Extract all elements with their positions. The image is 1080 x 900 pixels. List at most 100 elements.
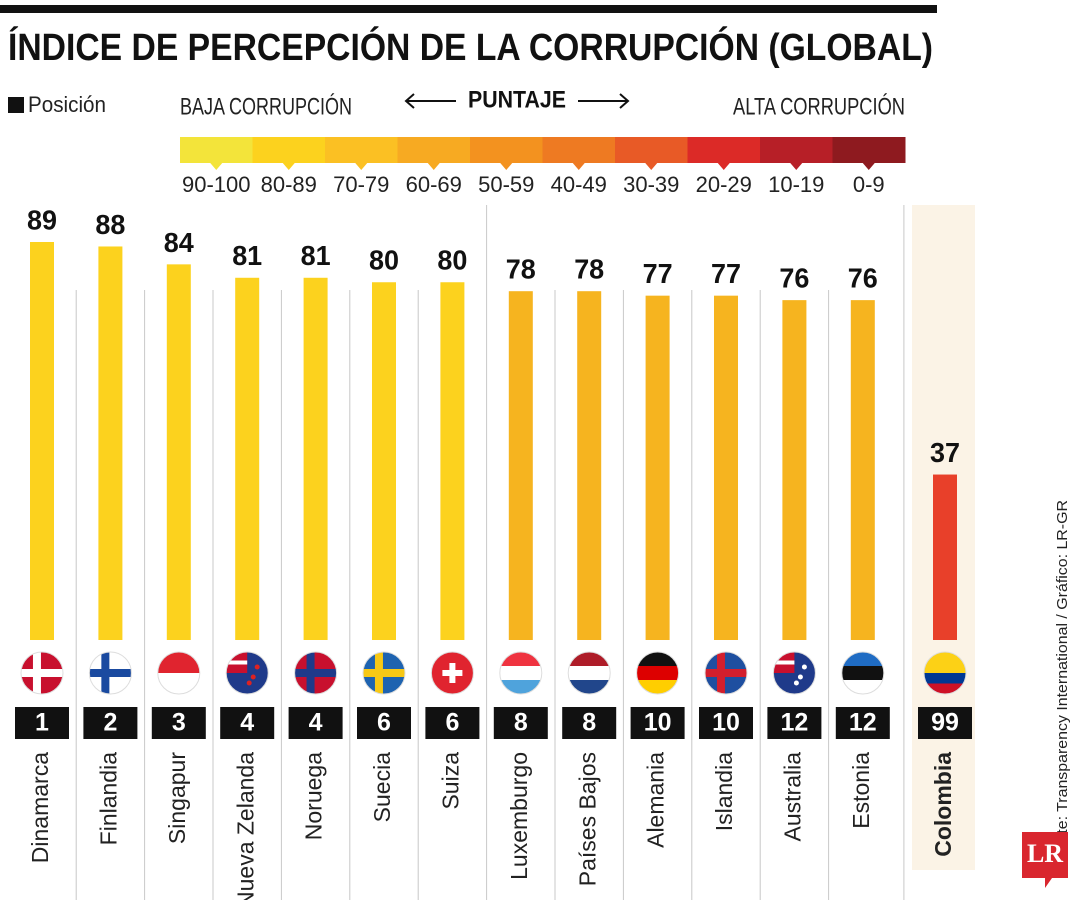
value-label: 78 xyxy=(574,254,604,285)
x-tick-label: Nueva Zelanda xyxy=(232,752,258,900)
scale-label: 10-19 xyxy=(768,172,824,197)
scale-label: 50-59 xyxy=(478,172,534,197)
scale-swatch xyxy=(470,137,543,163)
scale-label: 0-9 xyxy=(853,172,885,197)
flag-rim xyxy=(636,651,680,695)
flag xyxy=(924,652,966,694)
scale-label: 40-49 xyxy=(551,172,607,197)
low-label: BAJA CORRUPCIÓN xyxy=(180,93,352,120)
columns: 891Dinamarca882Finlandia843Singapur814Nu… xyxy=(15,204,972,900)
rank-label: 4 xyxy=(240,709,254,737)
flag-part xyxy=(924,683,966,694)
flag-part xyxy=(705,669,747,677)
bar xyxy=(166,264,191,640)
flag-part xyxy=(294,669,337,677)
scale-notch xyxy=(717,163,730,170)
flag-part xyxy=(499,652,542,667)
bar xyxy=(850,300,875,640)
rank-box xyxy=(562,707,617,739)
scale-notch xyxy=(790,163,803,170)
flag-part xyxy=(841,680,884,694)
value-label: 88 xyxy=(95,209,125,240)
x-tick-label: Países Bajos xyxy=(574,752,600,886)
flag-part xyxy=(246,680,252,686)
source: Fuente: Transparency International / Grá… xyxy=(1054,500,1071,870)
rank-box xyxy=(83,707,138,739)
flag-part xyxy=(568,666,611,681)
flag-rim xyxy=(499,651,543,695)
flag-part xyxy=(924,652,966,673)
value-label: 76 xyxy=(779,263,809,294)
rank-box xyxy=(918,707,972,739)
flag xyxy=(21,652,63,694)
scale-label: 90-100 xyxy=(182,172,251,197)
scale-notch xyxy=(500,163,513,170)
flag xyxy=(773,652,816,694)
scale-swatch xyxy=(180,137,253,163)
scale-label: 70-79 xyxy=(333,172,389,197)
bar xyxy=(372,282,396,640)
flag-rim xyxy=(704,651,748,695)
flag-part xyxy=(797,674,803,680)
flag xyxy=(499,652,542,694)
bar xyxy=(577,291,602,640)
value-label: 80 xyxy=(437,245,467,276)
flag-rim xyxy=(88,651,132,695)
flag xyxy=(363,652,405,694)
x-tick-label: Suiza xyxy=(437,752,463,810)
logo: LR xyxy=(1027,839,1063,868)
flag-rim xyxy=(430,651,474,695)
rank-label: 12 xyxy=(780,709,808,737)
rank-label: 1 xyxy=(35,709,49,737)
value-label: 78 xyxy=(506,254,536,285)
flag-part xyxy=(773,660,795,665)
flag-rim xyxy=(362,651,406,695)
flag-part xyxy=(442,670,463,676)
flag xyxy=(841,652,884,694)
x-tick-label: Alemania xyxy=(643,752,669,848)
value-label: 76 xyxy=(848,263,878,294)
scale-notch xyxy=(210,163,223,170)
value-label: 89 xyxy=(27,204,57,235)
x-tick-label: Colombia xyxy=(930,752,956,857)
flag-rim xyxy=(225,651,269,695)
rank-box xyxy=(699,707,753,739)
rank-label: 4 xyxy=(309,709,323,737)
flag-part xyxy=(636,666,679,681)
bar xyxy=(98,246,123,640)
rank-label: 8 xyxy=(514,709,528,737)
top-rule xyxy=(0,5,937,13)
scale-notch xyxy=(427,163,440,170)
bar xyxy=(303,277,328,640)
flag-part xyxy=(924,673,966,684)
flag-part xyxy=(499,680,542,694)
value-label: 77 xyxy=(711,258,741,289)
flag-rim xyxy=(923,651,967,695)
score-label: PUNTAJE xyxy=(468,86,566,113)
rank-label: 99 xyxy=(931,709,959,737)
flag xyxy=(431,652,474,694)
arrows xyxy=(404,93,630,109)
x-tick-label: Islandia xyxy=(711,752,737,831)
bar xyxy=(440,282,465,640)
rank-label: 6 xyxy=(445,709,459,737)
x-tick-label: Estonia xyxy=(848,752,874,829)
flag xyxy=(568,652,611,694)
rank-box xyxy=(288,707,343,739)
flag-part xyxy=(21,669,63,677)
rank-label: 8 xyxy=(582,709,596,737)
x-tick-label: Luxemburgo xyxy=(506,752,532,880)
flag xyxy=(89,652,132,694)
flag-part xyxy=(157,652,200,673)
flag-part xyxy=(801,664,807,670)
rank-box xyxy=(767,707,822,739)
value-label: 37 xyxy=(930,437,960,468)
rank-label: 2 xyxy=(103,709,117,737)
flag-rim xyxy=(294,651,338,695)
scale-swatch xyxy=(542,137,616,163)
value-label: 81 xyxy=(232,240,262,271)
chart-title: ÍNDICE DE PERCEPCIÓN DE LA CORRUPCIÓN (G… xyxy=(8,25,933,69)
flag-part xyxy=(793,680,799,686)
flag-part xyxy=(363,669,405,677)
